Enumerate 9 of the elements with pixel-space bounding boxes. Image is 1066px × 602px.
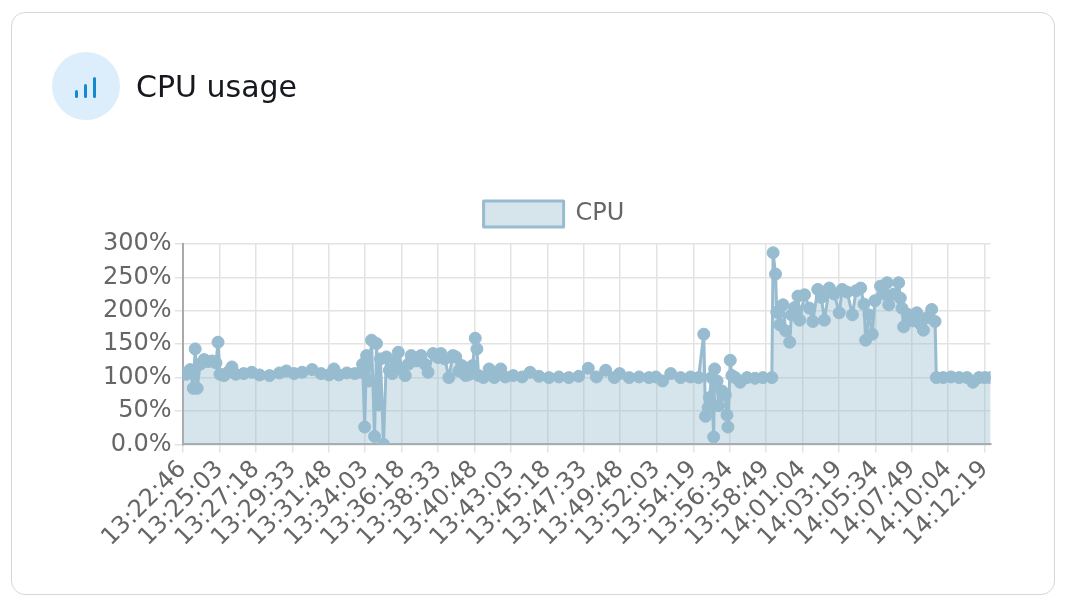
y-tick-label: 100%	[102, 361, 172, 390]
legend-label: CPU	[575, 198, 625, 227]
chart-title: CPU usage	[136, 68, 298, 106]
y-tick-label: 250%	[102, 261, 172, 290]
y-tick-label: 150%	[102, 328, 172, 357]
y-tick-label: 50%	[118, 395, 172, 424]
y-tick-label: 300%	[102, 228, 172, 257]
y-tick-label: 200%	[102, 295, 172, 324]
y-tick-label: 0.0%	[110, 428, 172, 457]
